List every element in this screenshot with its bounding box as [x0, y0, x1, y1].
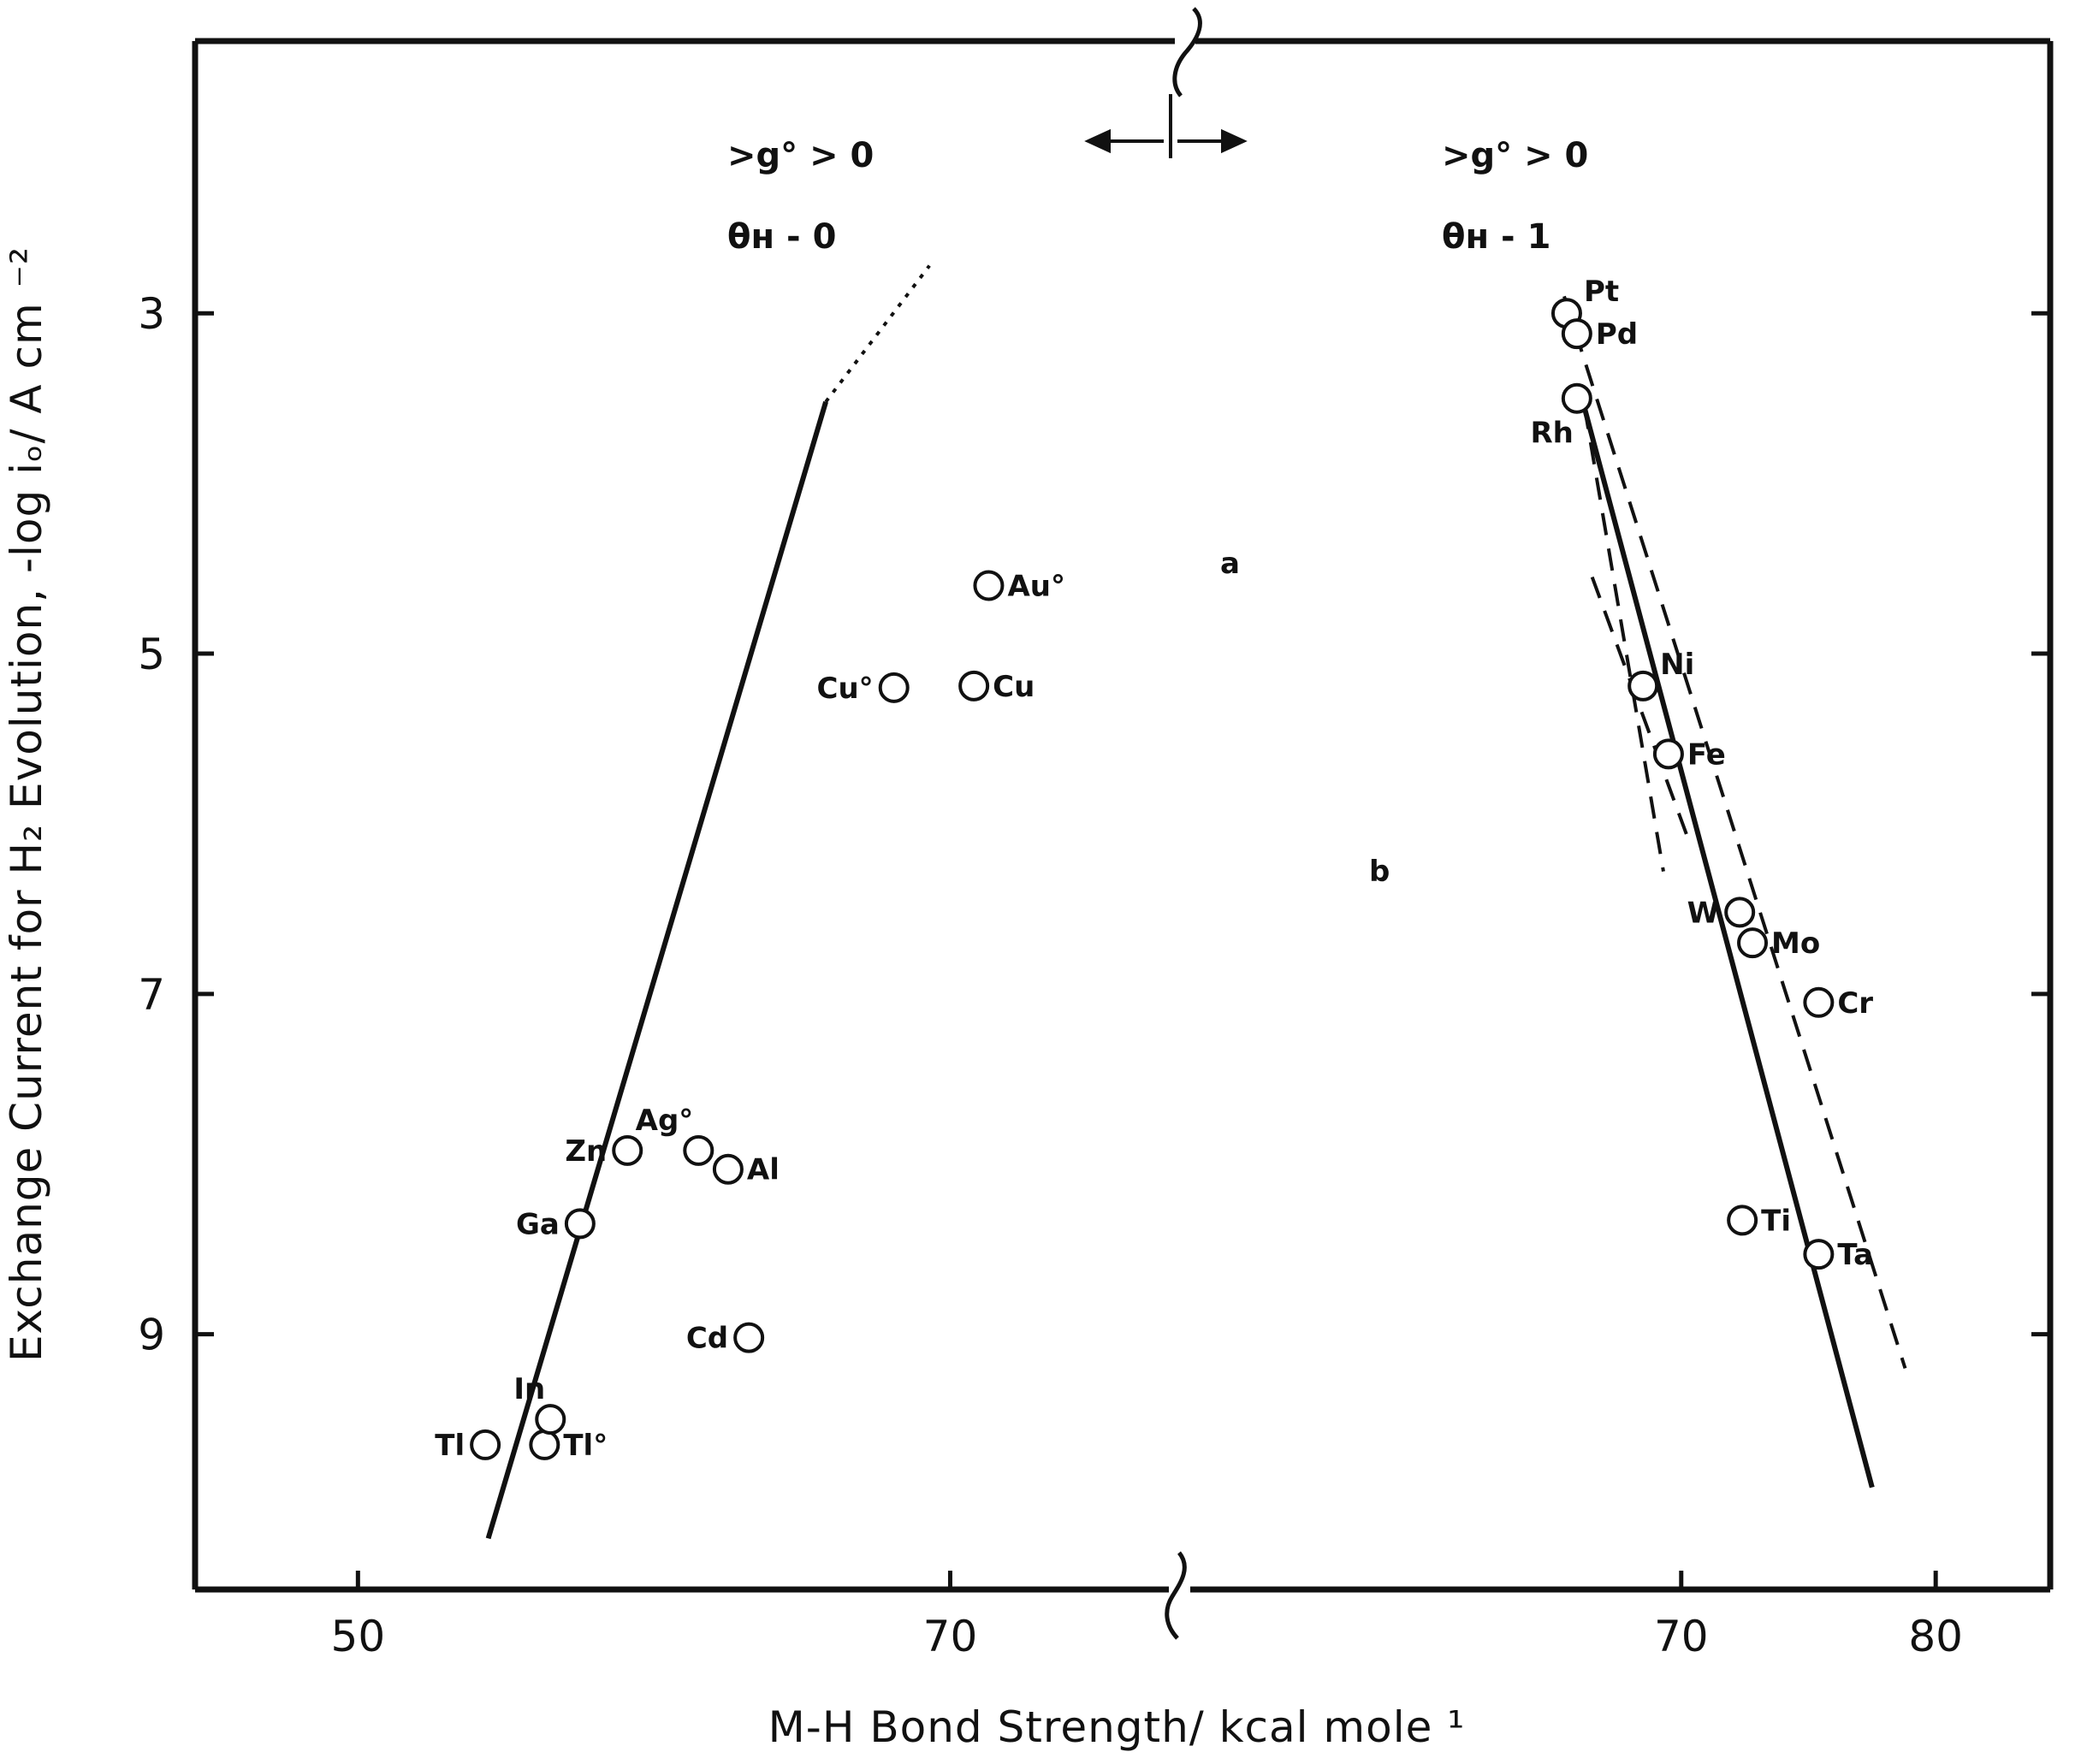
point-label-pd: Pd — [1596, 317, 1638, 352]
point-label-fe: Fe — [1687, 737, 1726, 772]
point-w — [1724, 897, 1756, 928]
x-tick-label: 70 — [1654, 1612, 1709, 1661]
line-b-label: b — [1369, 855, 1390, 889]
left-dotted-line — [824, 264, 931, 403]
point-au — [973, 570, 1005, 601]
axis-ticks: 3 5 7 9 50 70 70 80 — [138, 289, 2050, 1661]
divider-arrows — [1084, 94, 1248, 158]
point-label-al: Al — [747, 1153, 780, 1187]
line-a-label: a — [1220, 547, 1240, 581]
point-label-ag: Ag° — [636, 1104, 694, 1138]
right-dashed-line — [1562, 295, 1907, 1370]
point-label-rh: Rh — [1530, 417, 1573, 451]
point-label-zn: Zn — [565, 1134, 607, 1169]
axis-break-marks — [1165, 7, 1202, 1640]
y-tick-label: 3 — [138, 289, 165, 339]
bottom-break-mark — [1165, 1551, 1187, 1640]
point-label-tl: Tl° — [563, 1429, 608, 1463]
right-solid-line — [1579, 397, 1875, 1489]
point-label-mo: Mo — [1771, 926, 1820, 961]
point-label-au: Au° — [1007, 569, 1065, 603]
point-cd — [733, 1322, 765, 1353]
point-rh — [1561, 382, 1592, 414]
y-axis-title: Exchange Current for H₂ Evolution, -log … — [2, 246, 51, 1362]
annotation-left-bottom: θʜ - 0 — [727, 217, 836, 257]
point-zn — [612, 1134, 643, 1166]
annotation-right-bottom: θʜ - 1 — [1442, 217, 1550, 257]
point-cu — [878, 672, 910, 703]
point-label-ta: Ta — [1837, 1238, 1873, 1272]
x-tick-label: 50 — [331, 1612, 386, 1661]
point-tl — [470, 1429, 501, 1460]
point-al — [712, 1153, 744, 1185]
point-label-cr: Cr — [1837, 986, 1873, 1021]
plot-frame — [192, 38, 2054, 1593]
left-arrow-head — [1084, 128, 1111, 154]
point-ti — [1727, 1205, 1758, 1236]
data-lines — [485, 264, 1907, 1540]
right-arrow-head — [1221, 128, 1248, 154]
point-in — [535, 1404, 566, 1435]
point-label-tl: Tl — [435, 1429, 465, 1463]
x-tick-label: 80 — [1908, 1612, 1963, 1661]
point-label-in: In — [513, 1372, 545, 1406]
data-points: Tl Tl° In Ga Zn Ag° Al Cd Cu° Cu Au° Pt Pd Rh Ni Fe W Mo C… — [435, 275, 1873, 1463]
point-label-ni: Ni — [1660, 648, 1694, 682]
point-ga — [564, 1208, 596, 1240]
y-tick-label: 9 — [138, 1311, 165, 1360]
point-label-ga: Ga — [516, 1207, 560, 1241]
point-mo — [1737, 927, 1769, 959]
point-label-cu: Cu° — [817, 672, 874, 706]
point-ta — [1803, 1239, 1835, 1270]
line-a-dashed — [1590, 576, 1691, 842]
annotation-right-top: >g° > 0 — [1442, 136, 1588, 175]
point-fe — [1652, 738, 1684, 770]
x-axis-title: M-H Bond Strength/ kcal mole ¹ — [768, 1702, 1466, 1752]
point-cr — [1803, 986, 1835, 1018]
point-label-pt: Pt — [1584, 275, 1619, 309]
top-break-mark — [1172, 7, 1202, 98]
point-tl — [529, 1429, 560, 1460]
annotation-left-top: >g° > 0 — [727, 136, 874, 175]
left-solid-line — [485, 400, 828, 1540]
point-label-ti: Ti — [1761, 1204, 1791, 1238]
point-pd — [1561, 318, 1592, 350]
point-ni — [1628, 670, 1659, 701]
point-label-cd: Cd — [686, 1322, 728, 1356]
point-ag — [683, 1134, 714, 1166]
x-tick-label: 70 — [923, 1612, 978, 1661]
line-b-dashed — [1582, 406, 1665, 872]
y-tick-label: 7 — [138, 970, 165, 1020]
point-label-cu: Cu — [993, 670, 1035, 704]
point-label-w: W — [1687, 896, 1720, 930]
y-tick-label: 5 — [138, 630, 165, 679]
point-cu — [958, 670, 990, 701]
